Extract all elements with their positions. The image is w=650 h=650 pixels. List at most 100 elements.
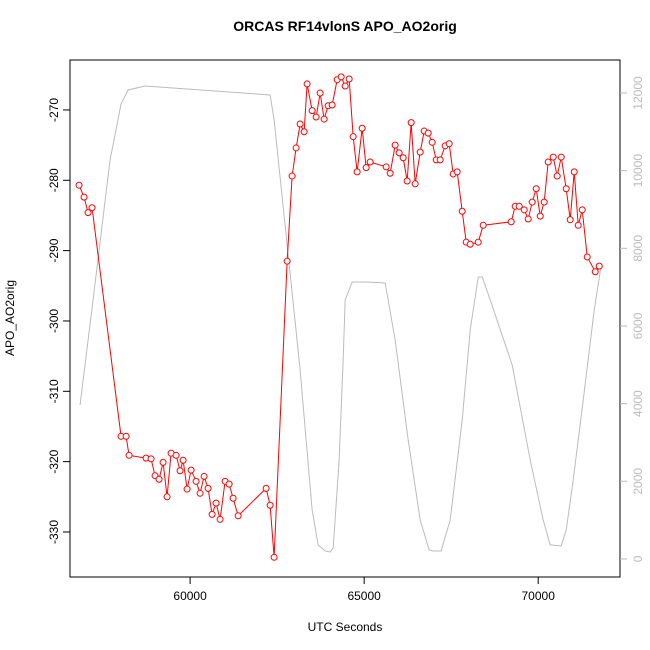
data-point: [445, 140, 453, 148]
data-point: [80, 193, 88, 201]
data-point: [474, 238, 482, 246]
data-point: [395, 149, 403, 157]
y-tick-label: -300: [47, 309, 61, 333]
data-point: [466, 240, 474, 248]
data-point: [416, 148, 424, 156]
data-point: [308, 107, 316, 115]
data-point: [266, 501, 274, 509]
series-line: [78, 76, 600, 558]
y-tick-label: -320: [47, 449, 61, 473]
data-point: [520, 206, 528, 214]
data-point: [270, 553, 278, 561]
plot-frame: [69, 59, 621, 578]
data-point: [362, 164, 370, 172]
data-point: [328, 101, 336, 109]
y-tick-label: -310: [47, 379, 61, 403]
data-point: [528, 198, 536, 206]
data-point: [183, 485, 191, 493]
data-point: [320, 115, 328, 123]
data-point: [212, 499, 220, 507]
data-point: [155, 475, 163, 483]
y2-tick-label: 10000: [631, 154, 645, 188]
data-point: [337, 73, 345, 81]
data-point: [507, 218, 515, 226]
data-point: [147, 455, 155, 463]
data-point: [391, 141, 399, 149]
y2-tick-label: 12000: [631, 76, 645, 110]
data-point: [163, 493, 171, 501]
data-point: [200, 472, 208, 480]
data-point: [312, 113, 320, 121]
data-point: [303, 80, 311, 88]
data-point: [399, 154, 407, 162]
data-point: [424, 129, 432, 137]
y2-tick-label: 2000: [631, 468, 645, 495]
data-point: [88, 204, 96, 212]
y-axis-label: APO_AO2orig: [3, 280, 17, 356]
data-point: [366, 158, 374, 166]
data-point: [570, 168, 578, 176]
data-point: [262, 484, 270, 492]
data-point: [84, 209, 92, 217]
data-point: [229, 494, 237, 502]
data-point: [544, 158, 552, 166]
data-point: [75, 181, 83, 189]
x-axis-label: UTC Seconds: [308, 620, 383, 634]
data-point: [225, 480, 233, 488]
data-point: [557, 153, 565, 161]
data-point: [515, 202, 523, 210]
data-point: [532, 185, 540, 193]
data-point: [479, 221, 487, 229]
data-point: [453, 168, 461, 176]
data-point: [341, 82, 349, 90]
data-point: [192, 477, 200, 485]
data-point: [562, 185, 570, 193]
data-point: [300, 128, 308, 136]
data-point: [187, 466, 195, 474]
data-point: [458, 207, 466, 215]
data-point: [353, 168, 361, 176]
y2-tick-label: 4000: [631, 390, 645, 417]
data-point: [549, 153, 557, 161]
data-point: [176, 467, 184, 475]
data-point: [122, 432, 130, 440]
data-point: [382, 163, 390, 171]
data-point: [574, 221, 582, 229]
y-tick-label: -290: [47, 238, 61, 262]
x-tick-label: 65000: [347, 589, 381, 603]
y-tick-label: -280: [47, 168, 61, 192]
data-point: [349, 133, 357, 141]
data-point: [407, 119, 415, 127]
data-point: [595, 262, 603, 270]
data-point: [172, 451, 180, 459]
data-point: [234, 512, 242, 520]
chart-title: ORCAS RF14vlonS APO_AO2orig: [233, 18, 457, 34]
data-point: [536, 212, 544, 220]
data-point: [436, 156, 444, 164]
x-tick-label: 70000: [522, 589, 556, 603]
y-tick-label: -330: [47, 520, 61, 544]
x-tick-label: 60000: [173, 589, 207, 603]
y2-tick-label: 6000: [631, 312, 645, 339]
data-point: [524, 215, 532, 223]
data-point: [292, 144, 300, 152]
y2-tick-label: 8000: [631, 235, 645, 262]
data-point: [411, 180, 419, 188]
data-point: [403, 177, 411, 185]
data-point: [179, 456, 187, 464]
y-tick-label: -270: [47, 98, 61, 122]
data-point: [196, 489, 204, 497]
data-point: [591, 268, 599, 276]
data-point: [553, 172, 561, 180]
data-point: [578, 206, 586, 214]
data-point: [566, 216, 574, 224]
data-point: [216, 515, 224, 523]
data-point: [428, 138, 436, 146]
data-point: [125, 451, 133, 459]
data-point: [159, 458, 167, 466]
data-point: [316, 89, 324, 97]
y2-tick-label: 0: [631, 555, 645, 562]
data-point: [283, 257, 291, 265]
data-point: [358, 124, 366, 132]
data-point: [296, 120, 304, 128]
